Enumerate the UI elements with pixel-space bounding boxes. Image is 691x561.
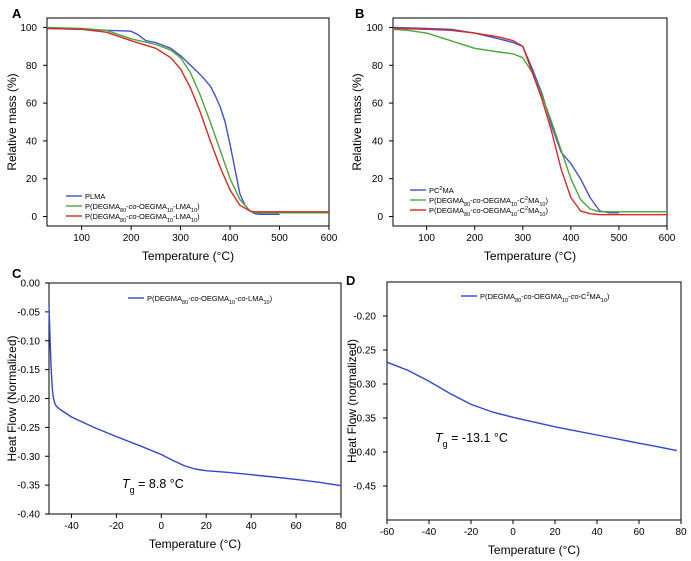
y-axis-title: Heat Flow (normalized): [345, 339, 359, 463]
x-tick-label: 80: [675, 527, 687, 538]
x-tick-label: 60: [633, 527, 645, 538]
y-tick-label: 0: [31, 212, 37, 223]
x-tick-label: 200: [123, 233, 140, 244]
x-tick-label: 300: [514, 233, 531, 244]
y-tick-label: 100: [366, 23, 383, 34]
x-tick-label: 0: [159, 521, 165, 532]
x-tick-label: -60: [380, 527, 395, 538]
legend-entry: PC2MA: [429, 186, 454, 195]
x-tick-label: 20: [549, 527, 561, 538]
x-tick-label: 80: [335, 521, 347, 532]
x-tick-label: 400: [563, 233, 580, 244]
plot-frame: [46, 17, 330, 227]
x-tick-label: 40: [246, 521, 258, 532]
y-tick-label: 20: [372, 174, 384, 185]
y-tick-label: -0.15: [17, 365, 40, 376]
legend-entry: PLMA: [85, 192, 105, 201]
x-tick-label: 100: [73, 233, 90, 244]
series-line: [46, 26, 329, 214]
x-tick-label: -40: [422, 527, 437, 538]
x-axis-title: Temperature (°C): [484, 249, 576, 263]
y-axis-title: Relative mass (%): [350, 73, 364, 170]
y-tick-label: 0.00: [21, 279, 41, 290]
y-tick-label: -0.10: [17, 336, 40, 347]
y-tick-label: 40: [26, 136, 38, 147]
y-tick-label: -0.40: [353, 448, 376, 459]
tg-annotation: Tg = 8.8 °C: [122, 477, 184, 495]
x-tick-label: -20: [109, 521, 124, 532]
x-axis-title: Temperature (°C): [488, 543, 580, 557]
y-tick-label: -0.05: [17, 307, 40, 318]
panel-label: B: [355, 6, 364, 21]
series-line: [392, 26, 619, 214]
y-tick-label: -0.30: [353, 380, 376, 391]
y-axis-title: Heat Flow (Normalized): [5, 335, 19, 461]
x-tick-label: 300: [172, 233, 189, 244]
legend-entry: P(DEGMA80-co-OEGMA10-co-LMA10): [147, 294, 273, 306]
x-tick-label: 20: [201, 521, 213, 532]
panel-label: D: [346, 273, 355, 288]
y-tick-label: -0.25: [353, 346, 376, 357]
legend-entry: P(DEGMA80-co-OEGMA10-LMA10): [85, 212, 200, 224]
legend-entry: P(DEGMA80-co-OEGMA10-LMA10): [85, 202, 200, 214]
x-tick-label: 100: [418, 233, 435, 244]
legend-entry: P(DEGMA80-co-OEGMA10-co-C2MA10): [480, 292, 610, 304]
series-line: [46, 27, 329, 213]
tg-annotation: Tg = -13.1 °C: [435, 431, 508, 449]
panel-label: A: [12, 6, 22, 21]
x-tick-label: 40: [591, 527, 603, 538]
x-tick-label: 500: [271, 233, 288, 244]
y-tick-label: 80: [372, 61, 384, 72]
y-tick-label: -0.25: [17, 423, 40, 434]
y-tick-label: -0.20: [353, 312, 376, 323]
x-tick-label: -40: [64, 521, 79, 532]
panel-c: C -40 -20 0 20 40 60 80 0.00 -0.05 -0.10 -0.15 -0.20…: [5, 266, 347, 551]
y-tick-label: -0.45: [353, 482, 376, 493]
y-tick-label: -0.40: [17, 510, 40, 521]
x-axis-title: Temperature (°C): [149, 537, 241, 551]
y-tick-label: 60: [26, 99, 38, 110]
x-axis-title: Temperature (°C): [142, 249, 234, 263]
plot-frame: [386, 281, 682, 521]
y-tick-label: 20: [26, 174, 38, 185]
series-line: [392, 27, 667, 216]
x-tick-label: 500: [611, 233, 628, 244]
x-tick-label: 200: [466, 233, 483, 244]
y-tick-label: -0.35: [17, 481, 40, 492]
y-tick-label: -0.35: [353, 414, 376, 425]
plot-frame: [392, 17, 668, 227]
panel-label: C: [12, 266, 22, 281]
y-tick-label: -0.20: [17, 394, 40, 405]
y-axis-title: Relative mass (%): [5, 73, 19, 170]
panel-a: A 100 200 300 400 500 600 0 20 40 60 80 100 Temperatu…: [5, 6, 338, 263]
x-tick-label: 60: [291, 521, 303, 532]
series-line: [386, 361, 677, 452]
y-tick-label: 60: [372, 99, 384, 110]
y-tick-label: 100: [20, 23, 37, 34]
y-tick-label: -0.30: [17, 452, 40, 463]
y-tick-label: 0: [377, 212, 383, 223]
y-tick-label: 40: [372, 136, 384, 147]
legend-entry: P(DEGMA80-co-OEGMA10-C2MA10): [429, 206, 548, 218]
series-line: [392, 28, 667, 213]
x-tick-label: 0: [510, 527, 516, 538]
panel-d: D -60 -40 -20 0 20 40 60 80 -0.20 -0.25 -0.30 -0.35 -…: [345, 273, 687, 557]
series-line: [46, 27, 280, 216]
series-line: [48, 306, 342, 487]
y-tick-label: 80: [26, 61, 38, 72]
x-tick-label: -20: [464, 527, 479, 538]
x-tick-label: 600: [659, 233, 676, 244]
x-tick-label: 600: [321, 233, 338, 244]
x-tick-label: 400: [222, 233, 239, 244]
legend-entry: P(DEGMA80-co-OEGMA10-C2MA10): [429, 196, 548, 208]
